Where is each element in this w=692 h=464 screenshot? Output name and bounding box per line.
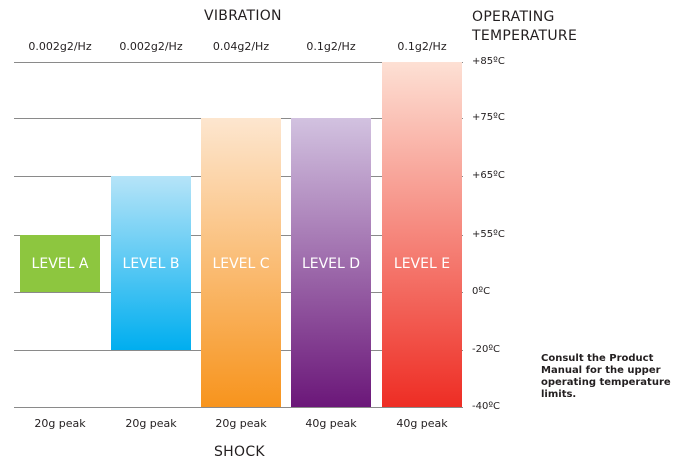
y-tick-label: +55ºC [472, 229, 505, 240]
shock-label: 20g peak [215, 417, 267, 430]
y-tick-label: 0ºC [472, 286, 491, 297]
gridline [14, 62, 463, 63]
bar-level-a: LEVEL A [20, 235, 100, 292]
chart-title: VIBRATION [204, 8, 282, 24]
shock-label: 40g peak [305, 417, 357, 430]
x-axis-title: SHOCK [214, 444, 265, 460]
y-tick-label: -20ºC [472, 344, 501, 355]
y-axis-title: OPERATING TEMPERATURE [472, 9, 578, 44]
y-tick-label: +75ºC [472, 112, 505, 123]
y-tick-label: +65ºC [472, 170, 505, 181]
bar-level-d: LEVEL D [291, 118, 371, 407]
y-tick-label: +85ºC [472, 56, 505, 67]
bar-label: LEVEL D [301, 255, 361, 272]
vibration-label: 0.002g2/Hz [28, 40, 92, 53]
gridline [14, 407, 463, 408]
bar-label: LEVEL B [122, 255, 180, 272]
shock-label: 20g peak [125, 417, 177, 430]
shock-label: 20g peak [34, 417, 86, 430]
vibration-label: 0.1g2/Hz [397, 40, 447, 53]
bar-label: LEVEL C [212, 255, 270, 272]
bar-level-c: LEVEL C [201, 118, 281, 407]
vibration-label: 0.04g2/Hz [212, 40, 270, 53]
bar-level-e: LEVEL E [382, 62, 462, 407]
vibration-label: 0.002g2/Hz [119, 40, 183, 53]
bar-level-b: LEVEL B [111, 176, 191, 350]
note-text: Consult the Product Manual for the upper… [541, 353, 671, 400]
shock-label: 40g peak [396, 417, 448, 430]
y-tick-label: -40ºC [472, 401, 501, 412]
bar-label: LEVEL A [31, 255, 89, 272]
bar-label: LEVEL E [393, 255, 451, 272]
vibration-label: 0.1g2/Hz [306, 40, 356, 53]
